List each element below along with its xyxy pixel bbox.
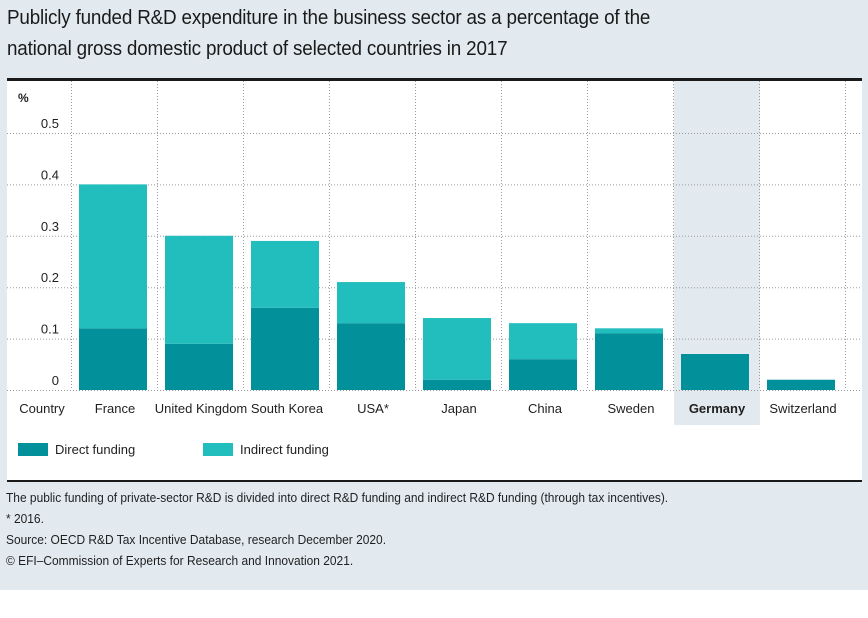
bar-direct-japan bbox=[423, 379, 491, 390]
legend-label-direct: Direct funding bbox=[55, 442, 135, 457]
y-tick-label: 0 bbox=[52, 373, 59, 388]
x-tick-label: China bbox=[528, 401, 563, 416]
x-tick-label: Switzerland bbox=[769, 401, 836, 416]
chart-title-line-2: national gross domestic product of selec… bbox=[7, 37, 508, 60]
bar-direct-south-korea bbox=[251, 307, 319, 390]
x-tick-label: Sweden bbox=[608, 401, 655, 416]
chart-area: 0 0.1 0.2 0.3 0.4 0.5% France United Kingdom Sou… bbox=[7, 78, 862, 482]
y-axis-unit-label: % bbox=[18, 91, 29, 105]
y-tick-label: 0.4 bbox=[41, 167, 59, 182]
bar-direct-united-kingdom bbox=[165, 343, 233, 390]
note-source: Source: OECD R&D Tax Incentive Database,… bbox=[6, 532, 387, 547]
bar-indirect-france bbox=[79, 184, 147, 329]
legend-swatch-direct bbox=[18, 443, 48, 456]
figure-panel: Publicly funded R&D expenditure in the b… bbox=[0, 0, 868, 590]
chart-title: Publicly funded R&D expenditure in the b… bbox=[7, 2, 789, 64]
note-description: The public funding of private-sector R&D… bbox=[6, 490, 669, 505]
bar-indirect-south-korea bbox=[251, 240, 319, 308]
bar-direct-usa bbox=[337, 323, 405, 390]
note-copyright: © EFI–Commission of Experts for Research… bbox=[6, 553, 354, 568]
y-tick-label: 0.3 bbox=[41, 219, 59, 234]
y-tick-label: 0.1 bbox=[41, 322, 59, 337]
bar-indirect-united-kingdom bbox=[165, 235, 233, 344]
bar-direct-france bbox=[79, 328, 147, 390]
bar-indirect-sweden bbox=[595, 328, 663, 334]
x-tick-label: South Korea bbox=[251, 401, 324, 416]
y-tick-label: 0.2 bbox=[41, 270, 59, 285]
x-tick-label: France bbox=[95, 401, 135, 416]
x-tick-label: Japan bbox=[441, 401, 476, 416]
x-axis-label: Country bbox=[19, 401, 65, 416]
bar-direct-switzerland bbox=[767, 379, 835, 390]
legend-swatch-indirect bbox=[203, 443, 233, 456]
chart-title-line-1: Publicly funded R&D expenditure in the b… bbox=[7, 6, 651, 29]
bar-indirect-china bbox=[509, 323, 577, 360]
x-tick-label: United Kingdom bbox=[155, 401, 248, 416]
bar-direct-china bbox=[509, 359, 577, 390]
legend-label-indirect: Indirect funding bbox=[240, 442, 329, 457]
y-tick-label: 0.5 bbox=[41, 116, 59, 131]
bar-direct-germany bbox=[681, 354, 749, 390]
bar-indirect-japan bbox=[423, 318, 491, 380]
stacked-bar-chart: 0 0.1 0.2 0.3 0.4 0.5% France United Kingdom Sou… bbox=[7, 81, 860, 457]
bar-indirect-usa bbox=[337, 282, 405, 324]
x-tick-label: USA* bbox=[357, 401, 389, 416]
x-tick-label: Germany bbox=[689, 401, 746, 416]
bar-direct-sweden bbox=[595, 333, 663, 390]
note-footnote: * 2016. bbox=[6, 511, 44, 526]
figure-notes: The public funding of private-sector R&D… bbox=[6, 487, 788, 571]
